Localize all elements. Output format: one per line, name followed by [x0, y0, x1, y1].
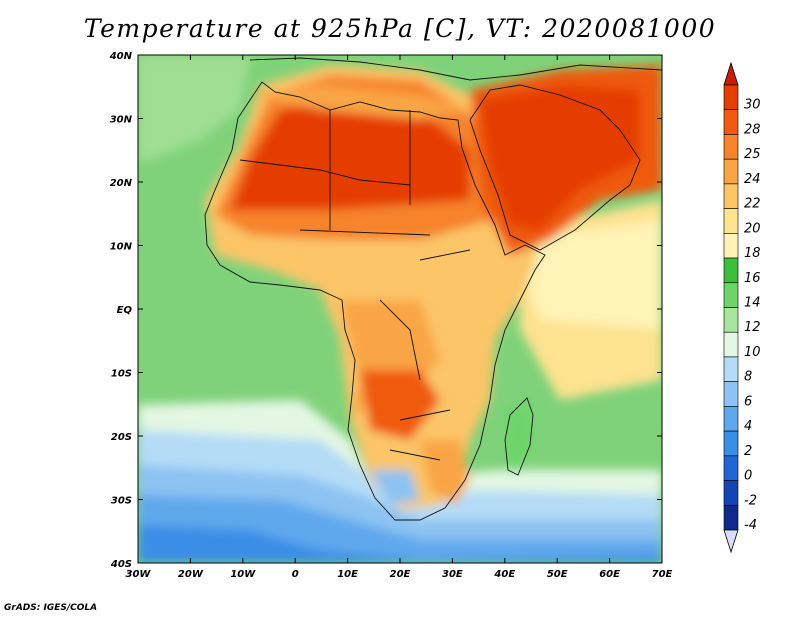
colorbar-label: 8 [744, 370, 752, 385]
map-title: Temperature at 925hPa [C], VT: 202008100… [83, 14, 717, 43]
lat-label: 20S [111, 432, 132, 443]
colorbar-segment [723, 183, 739, 209]
axis-ticks [137, 54, 663, 564]
axis-labels: 30W 20W 10W 0 10E 20E 30E 40E 50E 60E 70E 40N 30N 20N… [109, 51, 673, 580]
lat-label: 20N [110, 178, 133, 189]
colorbar-segment [723, 406, 739, 432]
colorbar-label: 12 [744, 320, 761, 335]
lon-label: 0 [292, 569, 299, 580]
colorbar-segment [723, 208, 739, 234]
colorbar-label: 0 [744, 469, 752, 484]
colorbar-segment [723, 134, 739, 160]
colorbar-label: 22 [744, 197, 761, 212]
grads-credit: GrADS: IGES/COLA [4, 603, 98, 613]
colorbar-label: 10 [744, 345, 761, 360]
colorbar-label: 16 [744, 271, 761, 286]
colorbar-segment [723, 84, 739, 111]
lat-label: EQ [117, 305, 133, 316]
colorbar-segment [723, 504, 739, 531]
lon-label: 50E [547, 569, 568, 580]
lat-label: 30S [111, 496, 132, 507]
lat-label: 40S [110, 559, 132, 570]
lon-label: 40E [493, 569, 515, 580]
lon-label: 60E [599, 569, 620, 580]
colorbar-bottom-arrow [723, 529, 739, 554]
coastlines [204, 57, 662, 521]
colorbar-label: 4 [744, 419, 752, 434]
colorbar-segment [723, 158, 739, 185]
colorbar-segment [723, 480, 739, 506]
colorbar-label: 18 [744, 246, 761, 261]
colorbar-label: -2 [744, 493, 757, 508]
colorbar-label: 14 [744, 296, 761, 311]
colorbar-label: 25 [744, 147, 761, 162]
colorbar-segment [723, 430, 739, 457]
colorbar-segment [723, 257, 739, 284]
lat-label: 10S [111, 369, 132, 380]
temperature-field [138, 55, 662, 563]
lon-label: 20W [178, 569, 204, 580]
lon-label: 30E [442, 569, 463, 580]
colorbar-segment [723, 282, 739, 308]
lat-label: 10N [110, 242, 133, 253]
lon-label: 70E [652, 569, 673, 580]
lat-label: 40N [109, 51, 133, 62]
colorbar-top-arrow [723, 61, 739, 86]
colorbar-label: 6 [744, 394, 752, 409]
colorbar-segment [723, 455, 739, 481]
colorbar-segment [723, 233, 739, 259]
colorbar-label: 30 [744, 98, 761, 113]
colorbar-segment [723, 331, 739, 358]
colorbar-segment [723, 307, 739, 333]
lon-label: 30W [126, 569, 152, 580]
colorbar-segment [723, 109, 739, 135]
lon-label: 10E [337, 569, 358, 580]
lon-label: 20E [390, 569, 411, 580]
colorbar-label: 28 [744, 122, 761, 137]
lat-label: 30N [110, 115, 133, 126]
colorbar-segment [723, 381, 739, 407]
colorbar-label: -4 [744, 518, 757, 533]
colorbar-label: 24 [744, 172, 761, 187]
colorbar-label: 2 [744, 444, 752, 459]
colorbar-segment [723, 356, 739, 382]
lon-label: 10W [230, 569, 256, 580]
colorbar-label: 20 [744, 221, 761, 236]
